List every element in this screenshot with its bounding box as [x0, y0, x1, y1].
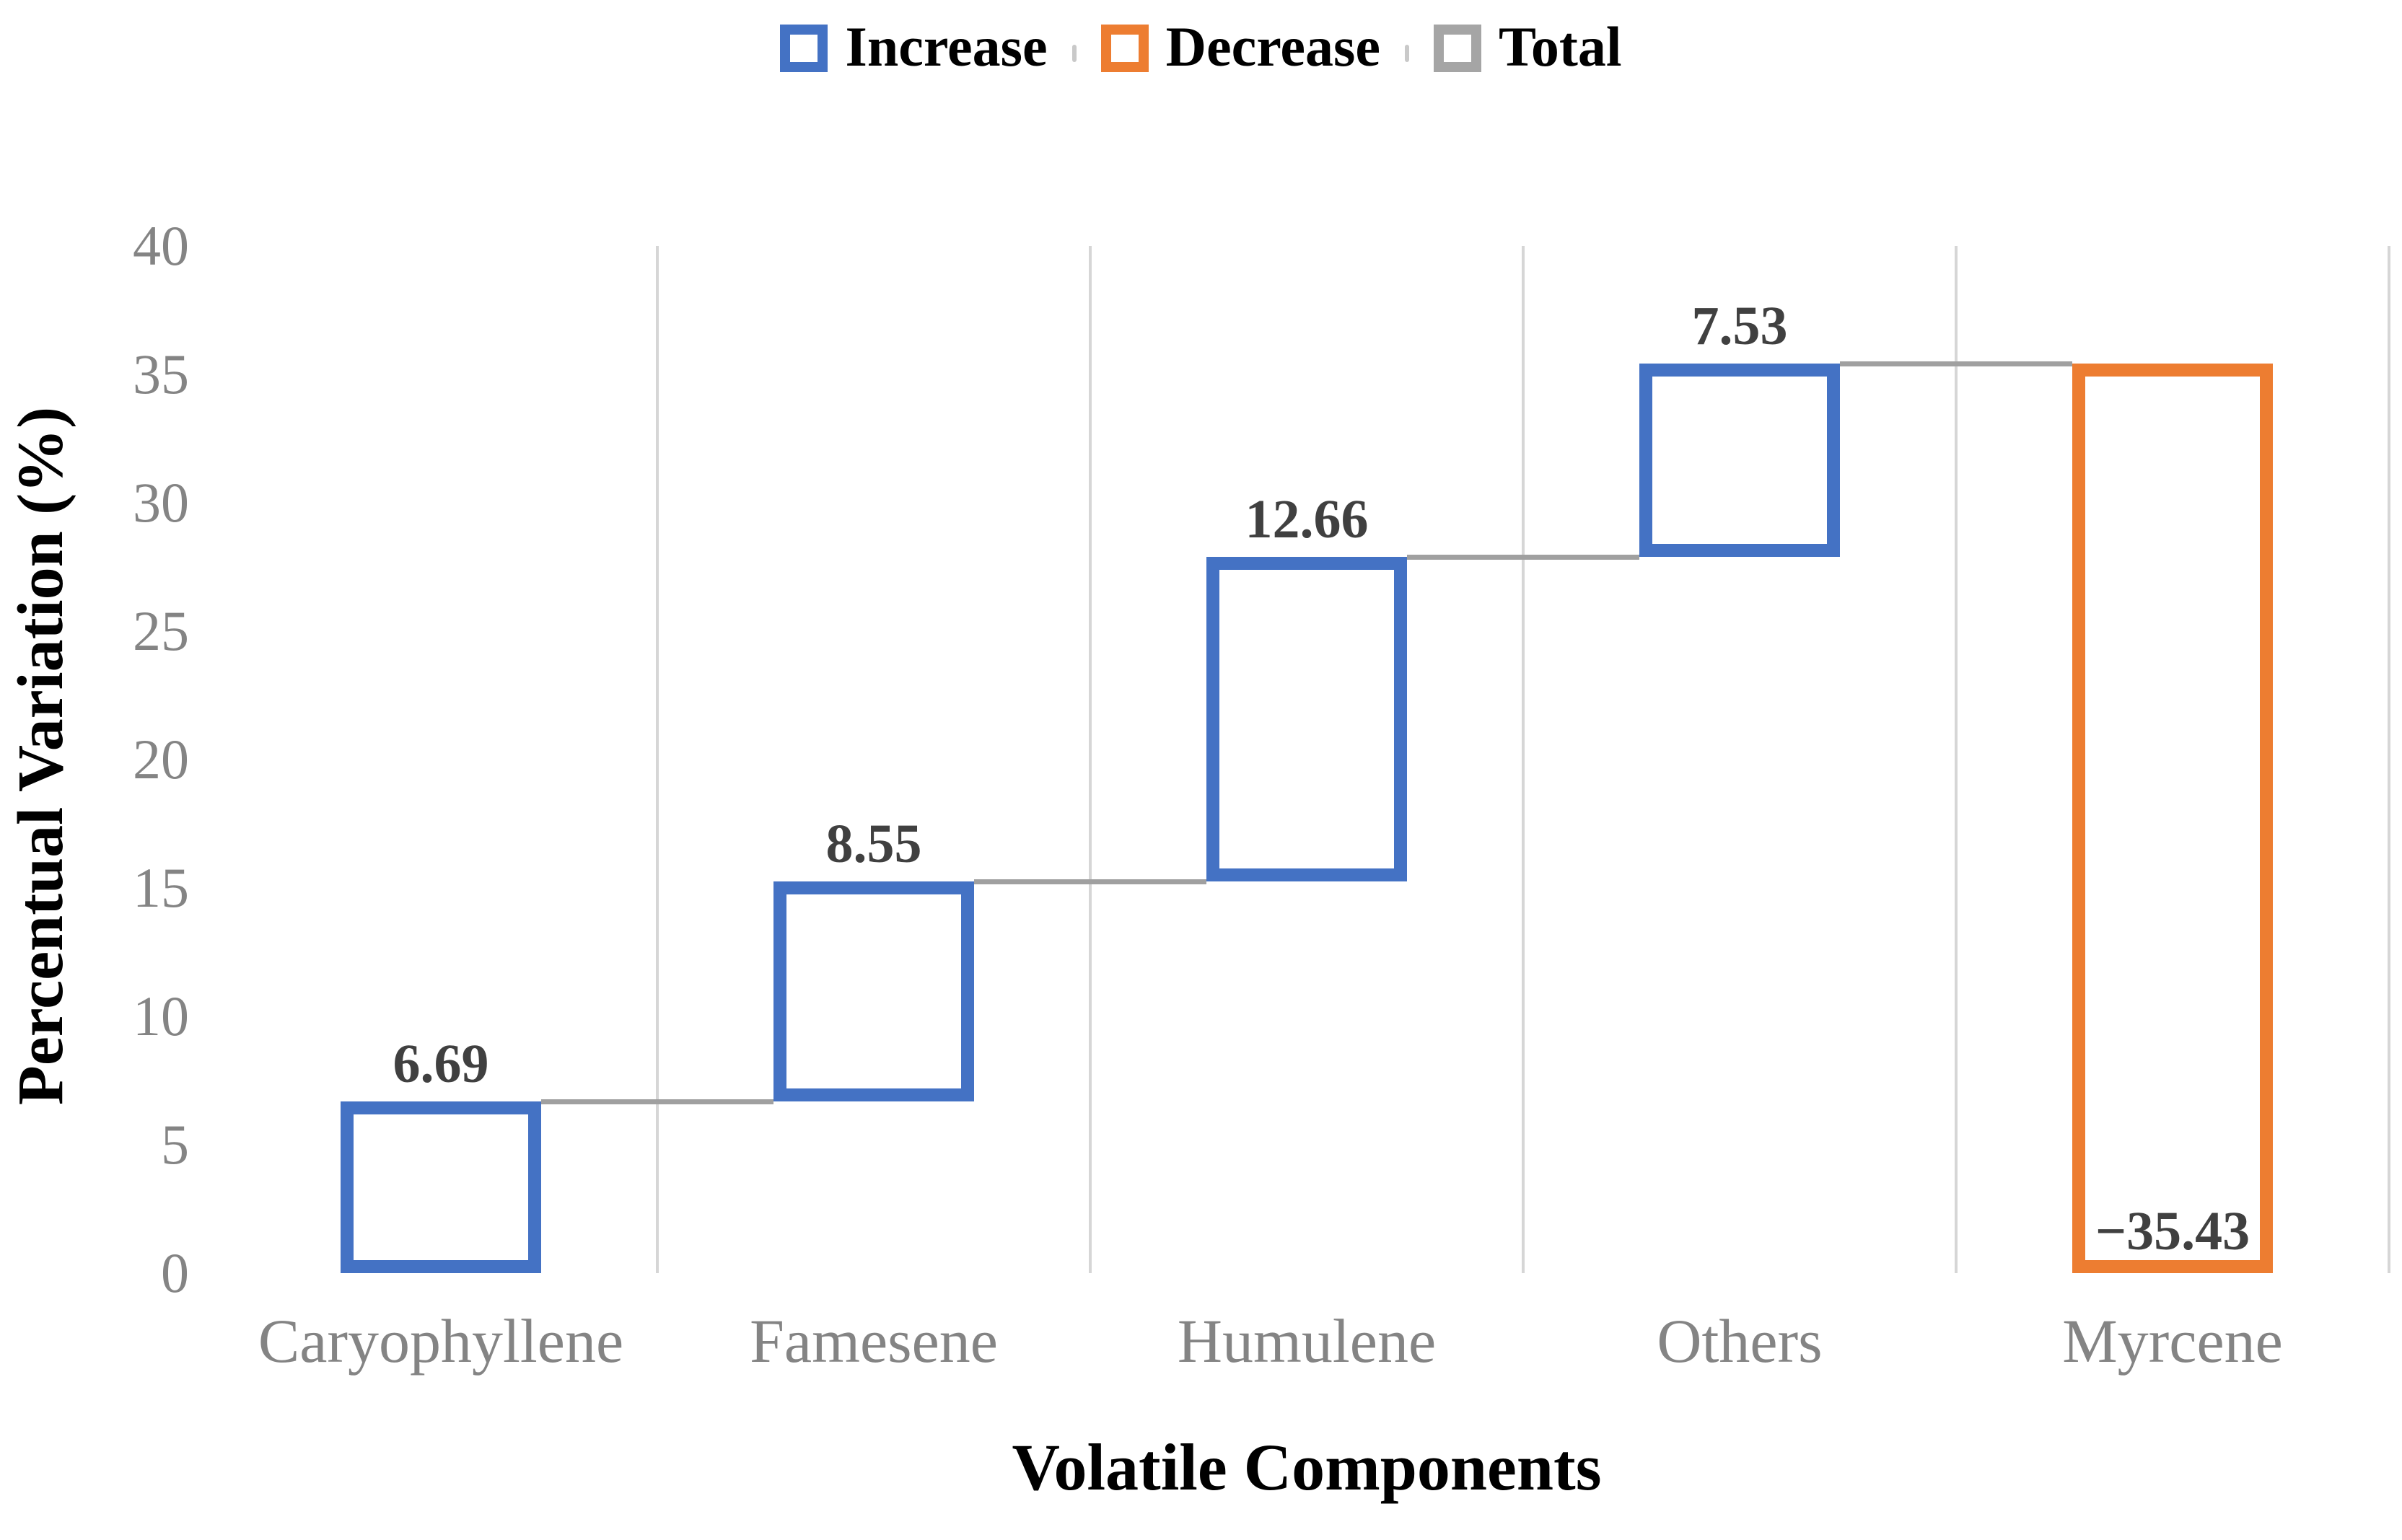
y-tick-label: 0	[161, 1241, 189, 1304]
legend-swatch-decrease-icon	[1100, 25, 1149, 72]
category-label-humulene: Humulene	[1177, 1306, 1437, 1376]
category-label-caryophyllene: Caryophyllene	[258, 1306, 624, 1376]
gridline	[2388, 246, 2390, 1273]
category-label-famesene: Famesene	[750, 1306, 998, 1376]
y-tick-label: 10	[133, 985, 189, 1047]
data-label: −35.43	[2095, 1201, 2250, 1262]
data-label: 8.55	[825, 814, 922, 874]
data-label: 6.69	[393, 1034, 489, 1094]
x-axis-title: Volatile Components	[1012, 1430, 1602, 1504]
connector-line	[541, 1099, 773, 1104]
y-tick-label: 40	[133, 214, 189, 277]
gridline	[1955, 246, 1958, 1273]
legend-item-total: Total	[1434, 19, 1622, 78]
legend-item-increase: Increase	[780, 15, 1048, 78]
gridline	[1089, 246, 1092, 1273]
y-tick-label: 15	[133, 856, 189, 919]
legend-label: Increase	[845, 15, 1048, 78]
category-label-myrcene: Myrcene	[2062, 1306, 2283, 1376]
category-label-others: Others	[1657, 1306, 1823, 1376]
data-label: 12.66	[1245, 489, 1369, 550]
y-tick-label: 35	[133, 343, 189, 405]
chart-legend: Increase Decrease Total	[0, 19, 2402, 78]
bar-famesene	[773, 881, 974, 1101]
gridline	[1522, 246, 1525, 1273]
bar-humulene	[1206, 557, 1407, 881]
legend-label: Decrease	[1165, 15, 1381, 78]
legend-item-decrease: Decrease	[1100, 15, 1381, 78]
bar-caryophyllene	[341, 1101, 541, 1273]
y-tick-label: 30	[133, 471, 189, 534]
legend-separator-dash	[1405, 45, 1410, 62]
legend-swatch-total-icon	[1434, 25, 1482, 72]
connector-line	[1840, 361, 2072, 366]
legend-separator-dash	[1071, 45, 1077, 62]
legend-swatch-increase-icon	[780, 25, 828, 72]
connector-line	[1407, 555, 1639, 560]
y-tick-label: 20	[133, 728, 189, 791]
bar-myrcene	[2072, 364, 2273, 1273]
y-tick-label: 25	[133, 599, 189, 662]
bar-others	[1639, 364, 1840, 557]
legend-label: Total	[1499, 15, 1622, 78]
gridline	[656, 246, 659, 1273]
y-tick-label: 5	[161, 1113, 189, 1176]
data-label: 7.53	[1691, 296, 1788, 356]
connector-line	[974, 879, 1206, 884]
